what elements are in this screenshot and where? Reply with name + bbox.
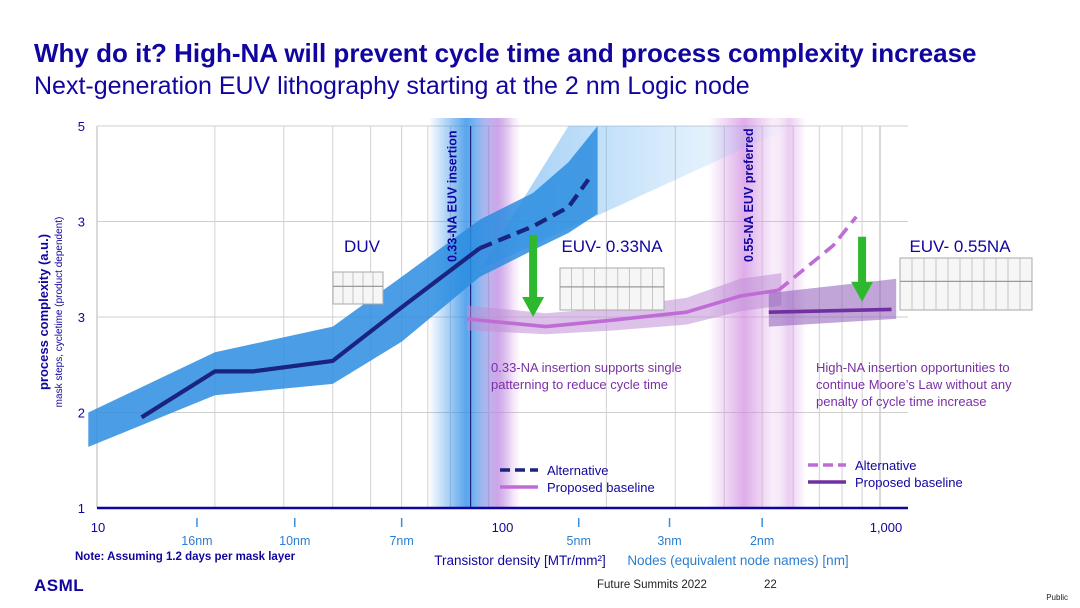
machine-body	[559, 267, 665, 311]
x-axis-label: Transistor density [MTr/mm²]	[434, 553, 606, 568]
annotation-line: continue Moore’s Law without any	[816, 377, 1012, 392]
node-tick-label: 10nm	[279, 534, 310, 548]
euv-0.33na-alternative-line	[777, 215, 858, 292]
euv-0.55na-baseline-line	[768, 307, 892, 314]
y-axis-sublabel: mask steps, cycletime (product dependent…	[54, 217, 65, 408]
legend-label: Proposed baseline	[547, 480, 655, 495]
classification-label: Public	[1046, 593, 1068, 602]
euv-0.33na-baseline-line	[466, 288, 779, 329]
y-tick-label: 1	[78, 501, 85, 516]
region-label: DUV	[344, 237, 381, 256]
euv-0.33na-band	[466, 273, 782, 335]
region-label: EUV- 0.33NA	[561, 237, 663, 256]
annotation-line: penalty of cycle time increase	[816, 394, 987, 409]
footer-event-name: Future Summits 2022	[597, 579, 707, 591]
node-tick-label: 5nm	[567, 534, 591, 548]
duv-alternative-line	[479, 178, 591, 251]
duv-band	[88, 126, 598, 447]
legend-label: Proposed baseline	[855, 475, 963, 490]
duv-line	[140, 246, 482, 420]
machine-body	[899, 257, 1033, 311]
asml-logo: ASML	[34, 576, 85, 595]
node-tick-label: 7nm	[389, 534, 413, 548]
insertion-label-0.55na: 0.55-NA EUV preferred	[742, 128, 756, 262]
green-down-arrow-1	[522, 234, 545, 317]
annotation-line: patterning to reduce cycle time	[491, 377, 668, 392]
annotation-line: 0.33-NA insertion supports single	[491, 360, 682, 375]
node-tick-label: 16nm	[181, 534, 212, 548]
y-tick-label: 2	[78, 406, 85, 421]
node-axis-label: Nodes (equivalent node names) [nm]	[627, 553, 848, 568]
duv-scanner-icon	[332, 271, 384, 305]
annotation-line: High-NA insertion opportunities to	[816, 360, 1010, 375]
node-tick-label: 3nm	[657, 534, 681, 548]
euv-0.55na-scanner-icon	[899, 257, 1033, 311]
euv-0.33na-scanner-icon	[559, 267, 665, 311]
slide-title: Why do it? High-NA will prevent cycle ti…	[34, 38, 977, 68]
slide-subtitle: Next-generation EUV lithography starting…	[34, 72, 750, 100]
x-tick-label: 10	[91, 520, 105, 535]
node-tick-label: 2nm	[750, 534, 774, 548]
y-axis-label: process complexity (a.u.)	[36, 234, 51, 390]
machine-body	[332, 271, 384, 305]
region-label: EUV- 0.55NA	[909, 237, 1011, 256]
page-number: 22	[764, 579, 777, 591]
legend-label: Alternative	[547, 463, 608, 478]
green-down-arrow-2	[851, 236, 874, 302]
y-tick-label: 5	[78, 119, 85, 134]
x-tick-label: 1,000	[870, 520, 903, 535]
y-tick-label: 3	[78, 310, 85, 325]
x-tick-label: 100	[492, 520, 514, 535]
footnote: Note: Assuming 1.2 days per mask layer	[75, 551, 296, 563]
alternative-uncertainty-fan	[479, 126, 794, 270]
insertion-label-0.33na: 0.33-NA EUV insertion	[446, 130, 460, 262]
y-tick-label: 3	[78, 215, 85, 230]
legend-label: Alternative	[855, 458, 916, 473]
